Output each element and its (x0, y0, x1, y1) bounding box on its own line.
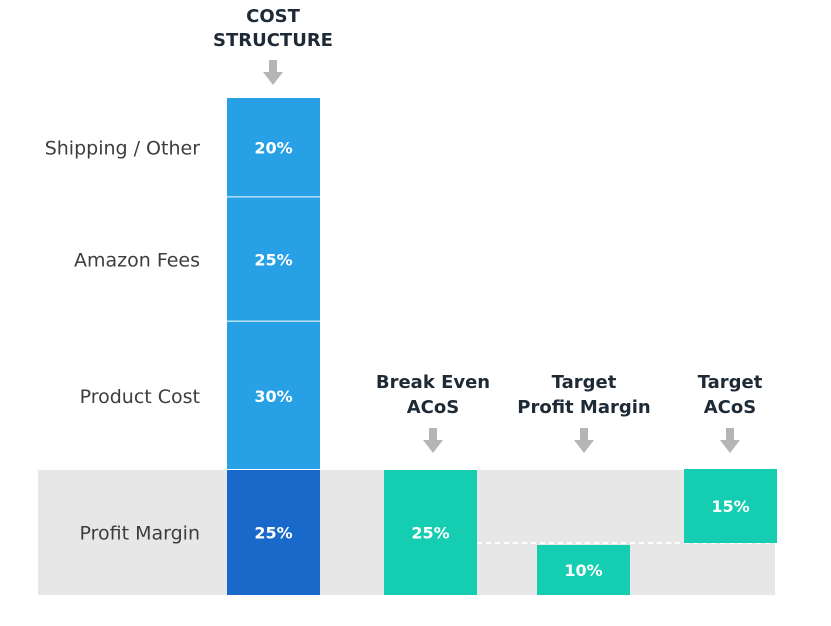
row-label-shipping-other: Shipping / Other (45, 138, 201, 160)
metric-header-break-even-acos-line-2: ACoS (407, 397, 459, 418)
down-arrow-icon (423, 428, 443, 453)
metric-header-target-profit-margin-line-1: Target (552, 372, 617, 393)
metric-value-target-acos: 15% (711, 497, 749, 516)
down-arrow-icon (720, 428, 740, 453)
stack-segment-product-cost (227, 321, 320, 470)
cost-stack: 20% 25% 30% 25% (227, 98, 320, 595)
metric-box-target-acos (684, 469, 777, 543)
metric-columns: 25% Break Even ACoS 10% Target Profit Margin 1… (376, 372, 777, 595)
metric-box-break-even-acos (384, 470, 477, 595)
stack-segment-shipping-other (227, 98, 320, 198)
stack-segment-profit-margin (227, 470, 320, 595)
stack-value-amazon-fees: 25% (254, 251, 292, 270)
metric-header-break-even-acos-line-1: Break Even (376, 372, 490, 393)
cost-structure-header-line-2: STRUCTURE (213, 30, 333, 51)
stack-value-profit-margin: 25% (254, 524, 292, 543)
stack-segment-amazon-fees (227, 197, 320, 322)
row-label-product-cost: Product Cost (80, 386, 200, 408)
row-labels: Shipping / Other Amazon Fees Product Cost P… (45, 138, 201, 545)
metric-header-target-profit-margin-line-2: Profit Margin (517, 397, 650, 418)
metric-box-target-profit-margin (537, 545, 630, 595)
row-label-profit-margin: Profit Margin (80, 523, 201, 545)
down-arrow-icon (574, 428, 594, 453)
down-arrow-icon (263, 60, 283, 85)
row-label-amazon-fees: Amazon Fees (74, 250, 200, 272)
metric-header-target-acos-line-2: ACoS (704, 397, 756, 418)
stack-value-shipping-other: 20% (254, 139, 292, 158)
stack-value-product-cost: 30% (254, 387, 292, 406)
down-arrows (263, 60, 740, 453)
metric-value-target-profit-margin: 10% (564, 561, 602, 580)
metric-header-target-acos-line-1: Target (698, 372, 763, 393)
metric-value-break-even-acos: 25% (411, 524, 449, 543)
cost-structure-header-line-1: COST (246, 6, 300, 27)
